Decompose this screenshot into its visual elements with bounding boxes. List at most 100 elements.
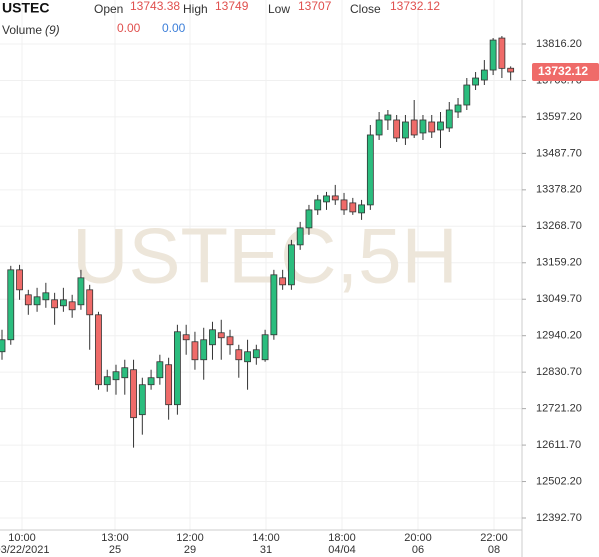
x-tick-label: 18:00: [328, 532, 356, 544]
close-label: Close: [350, 2, 381, 16]
candle-body: [24, 294, 32, 306]
candle-body: [279, 277, 287, 286]
candle-body: [305, 209, 313, 229]
candle-body: [410, 119, 418, 136]
volume-value: 0.00: [117, 21, 141, 35]
x-tick-label: 31: [260, 544, 272, 556]
candle-body: [0, 339, 6, 353]
candle-body: [472, 77, 479, 86]
open-label: Open: [94, 2, 123, 16]
y-tick-label: 12940.20: [536, 330, 582, 342]
candle-body: [375, 119, 383, 136]
price-tag-label: 13732.12: [538, 64, 588, 78]
candle-body: [235, 349, 243, 361]
y-tick-label: 13159.20: [536, 257, 582, 269]
candle-body: [358, 204, 365, 214]
volume-label: Volume: [2, 23, 42, 37]
candle-body: [112, 371, 120, 381]
x-tick-label: 22:00: [480, 532, 508, 544]
candle-body: [340, 199, 348, 211]
x-tick-label: 14:00: [252, 532, 280, 544]
candle-body: [393, 119, 401, 139]
y-tick-label: 13049.70: [536, 293, 582, 305]
candle-body: [147, 377, 155, 386]
candle-body: [244, 351, 251, 363]
x-tick-label: 04/04: [328, 544, 356, 556]
y-tick-label: 13487.70: [536, 147, 582, 159]
candle-body: [165, 364, 173, 406]
x-tick-label: 08: [488, 544, 500, 556]
volume-value: 0.00: [162, 21, 186, 35]
candle-body: [314, 199, 322, 211]
candle-body: [226, 336, 234, 346]
candle-body: [51, 299, 59, 309]
candle-body: [437, 121, 444, 131]
candle-body: [489, 39, 497, 71]
candle-body: [200, 339, 208, 361]
y-tick-label: 13597.20: [536, 111, 582, 123]
x-tick-label: 13:00: [101, 532, 129, 544]
x-tick-label: 06: [412, 544, 424, 556]
candle-body: [402, 121, 409, 139]
candle-body: [68, 301, 76, 311]
candle-body: [173, 331, 181, 406]
candle-body: [454, 104, 462, 113]
high-label: High: [183, 2, 208, 16]
symbol: USTEC: [2, 0, 49, 16]
low-value: 13707: [298, 0, 332, 13]
candle-body: [138, 384, 146, 416]
price-tag: [532, 62, 599, 81]
volume-period: (9): [45, 23, 60, 37]
y-tick-label: 13378.20: [536, 184, 582, 196]
y-tick-label: 12721.20: [536, 403, 582, 415]
candle-body: [480, 69, 488, 81]
candle-body: [33, 296, 41, 306]
watermark: USTEC,5H: [72, 212, 458, 300]
high-value: 13749: [215, 0, 249, 13]
candle-body: [59, 299, 67, 307]
candle-body: [191, 341, 199, 361]
candle-body: [86, 289, 94, 316]
close-value: 13732.12: [390, 0, 440, 13]
candle-body: [252, 349, 260, 359]
open-value: 13743.38: [130, 0, 180, 13]
candle-body: [331, 195, 339, 201]
candle-body: [463, 84, 471, 106]
candle-body: [428, 121, 436, 133]
x-tick-label: 25: [109, 544, 121, 556]
candle-body: [498, 37, 506, 69]
candle-body: [349, 202, 357, 213]
candle-body: [130, 369, 137, 419]
candle-body: [384, 114, 392, 121]
candle-body: [217, 332, 225, 339]
candle-body: [419, 119, 427, 134]
candle-body: [42, 292, 50, 301]
x-tick-label: 29: [184, 544, 196, 556]
candle-body: [323, 195, 330, 203]
candle-body: [270, 274, 278, 336]
x-tick-label: 10:00: [8, 532, 36, 544]
candle-body: [288, 244, 295, 286]
y-tick-label: 13816.20: [536, 38, 582, 50]
y-tick-label: 12502.20: [536, 475, 582, 487]
y-tick-label: 13268.70: [536, 220, 582, 232]
candle-body: [209, 329, 216, 346]
low-label: Low: [268, 2, 290, 16]
candle-body: [296, 227, 304, 246]
candle-body: [156, 361, 164, 379]
candle-body: [121, 367, 129, 379]
candle-body: [366, 134, 374, 206]
y-tick-label: 12830.70: [536, 366, 582, 378]
candle-body: [507, 67, 515, 73]
candle-body: [16, 269, 23, 291]
y-tick-label: 12611.70: [536, 439, 581, 451]
candle-body: [95, 314, 102, 386]
x-tick-label: 12:00: [176, 532, 204, 544]
y-tick-label: 12392.70: [536, 512, 582, 524]
candle-body: [182, 334, 190, 341]
candle-body: [7, 269, 15, 341]
x-tick-label: 20:00: [404, 532, 432, 544]
candle-body: [445, 109, 453, 129]
candle-body: [77, 277, 85, 306]
